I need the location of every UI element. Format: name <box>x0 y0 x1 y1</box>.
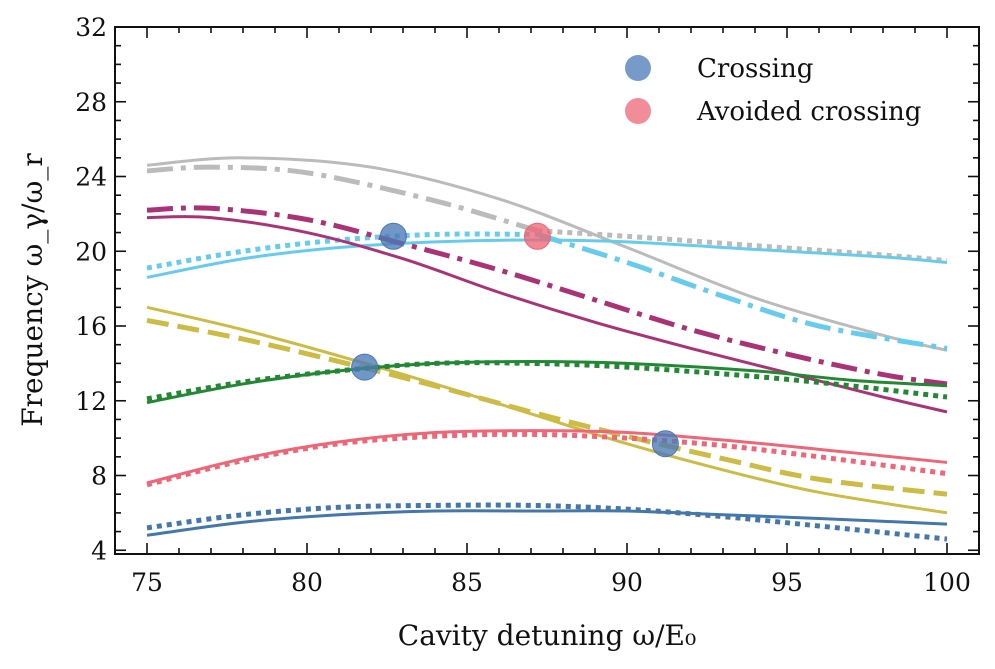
marker-crossing-2 <box>651 430 679 458</box>
series-line-blue-solid <box>146 509 948 537</box>
x-tick-label: 95 <box>771 568 803 597</box>
y-tick-label: 24 <box>75 163 107 192</box>
y-tick-label: 28 <box>75 88 107 117</box>
y-tick-label: 8 <box>91 462 107 491</box>
y-tick-label: 4 <box>91 536 107 565</box>
marker-crossing-0 <box>379 222 407 250</box>
x-axis-label: Cavity detuning ω/E₀ <box>398 619 696 652</box>
marker-layer <box>351 222 679 458</box>
plot-frame <box>114 26 980 555</box>
marker-crossing-1 <box>351 353 379 381</box>
series-line-yellow-dashed <box>146 317 948 497</box>
marker-avoided-crossing-3 <box>523 222 551 250</box>
series-line-yellow-solid <box>146 305 948 515</box>
series-line-gray-solid <box>146 156 948 352</box>
series-line-gray-dotted <box>537 228 948 264</box>
x-tick-label: 80 <box>291 568 323 597</box>
x-tick-label: 75 <box>131 568 163 597</box>
legend-marker-crossing <box>625 55 651 81</box>
series-layer <box>146 156 948 542</box>
y-axis-label: Frequency ω_γ/ω_r <box>16 153 49 427</box>
legend-label-avoided-crossing: Avoided crossing <box>696 97 921 127</box>
series-line-gray-dashdot <box>146 164 539 234</box>
legend-label-crossing: Crossing <box>697 54 813 84</box>
series-line-red-dotted <box>146 431 948 488</box>
legend: Crossing Avoided crossing <box>625 54 921 127</box>
y-tick-labels: 4 8 12 16 20 24 28 32 <box>75 13 107 565</box>
series-line-green-solid <box>146 360 948 405</box>
y-tick-label: 12 <box>75 387 107 416</box>
x-tick-labels: 75 80 85 90 95 100 <box>131 568 971 597</box>
x-tick-label: 85 <box>451 568 483 597</box>
legend-marker-avoided-crossing <box>625 98 651 124</box>
y-tick-label: 16 <box>75 312 107 341</box>
series-line-cyan-dashdot <box>536 232 948 351</box>
x-tick-label: 100 <box>923 568 971 597</box>
x-tick-label: 90 <box>611 568 643 597</box>
y-tick-label: 20 <box>75 237 107 266</box>
y-tick-label: 32 <box>75 13 107 42</box>
series-line-purple-dashdot <box>146 205 948 387</box>
